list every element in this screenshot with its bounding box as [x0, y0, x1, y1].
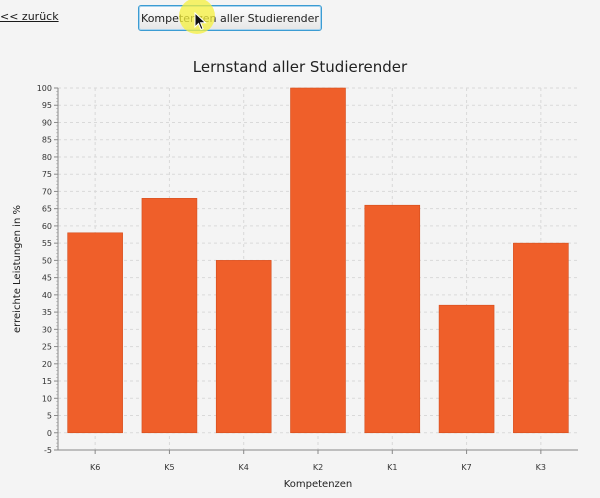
- x-tick-label-k2: K2: [313, 463, 323, 472]
- y-tick-label: 5: [47, 412, 52, 421]
- y-tick-label: 40: [42, 291, 52, 300]
- x-axis-title: Kompetenzen: [284, 479, 353, 490]
- y-tick-label: 30: [42, 325, 52, 334]
- bar-k4: [215, 260, 272, 434]
- y-tick-label: 65: [42, 205, 52, 214]
- bar-k1: [364, 204, 421, 434]
- tick-labels: -5 0 5 10 15 20 25 30 35 40 45 50 55 60 65 70 75 80 85 90 95…: [37, 84, 546, 472]
- bar-k3: [513, 242, 569, 434]
- bars: [67, 87, 569, 434]
- y-tick-label: -5: [44, 446, 52, 455]
- bar-k7: [438, 304, 495, 434]
- y-tick-label: 10: [42, 394, 52, 403]
- x-tick-label-k4: K4: [239, 463, 249, 472]
- x-tick-label-k6: K6: [90, 463, 100, 472]
- x-tick-label-k3: K3: [536, 463, 546, 472]
- y-tick-label: 70: [42, 187, 52, 196]
- y-tick-label: 45: [42, 274, 52, 283]
- y-tick-label: 100: [37, 84, 52, 93]
- bar-k2: [290, 87, 346, 434]
- bar-k5: [141, 198, 198, 434]
- y-tick-label: 80: [42, 153, 52, 162]
- y-tick-label: 50: [42, 256, 52, 265]
- y-tick-label: 55: [42, 239, 52, 248]
- y-tick-label: 85: [42, 136, 52, 145]
- y-tick-label: 35: [42, 308, 52, 317]
- bar-k6: [67, 232, 123, 434]
- x-tick-label-k5: K5: [164, 463, 174, 472]
- chart-title: Lernstand aller Studierender: [192, 58, 408, 76]
- y-tick-label: 90: [42, 118, 52, 127]
- y-tick-label: 15: [42, 377, 52, 386]
- y-tick-label: 75: [42, 170, 52, 179]
- y-tick-label: 20: [42, 360, 52, 369]
- y-tick-label: 60: [42, 222, 52, 231]
- back-link[interactable]: << zurück: [0, 10, 59, 23]
- y-axis-title: erreichte Leistungen in %: [12, 205, 23, 333]
- y-tick-label: 95: [42, 101, 52, 110]
- x-tick-label-k1: K1: [387, 463, 397, 472]
- y-tick-label: 0: [47, 429, 52, 438]
- axes: [54, 87, 578, 454]
- y-tick-label: 25: [42, 343, 52, 352]
- x-tick-label-k7: K7: [461, 463, 471, 472]
